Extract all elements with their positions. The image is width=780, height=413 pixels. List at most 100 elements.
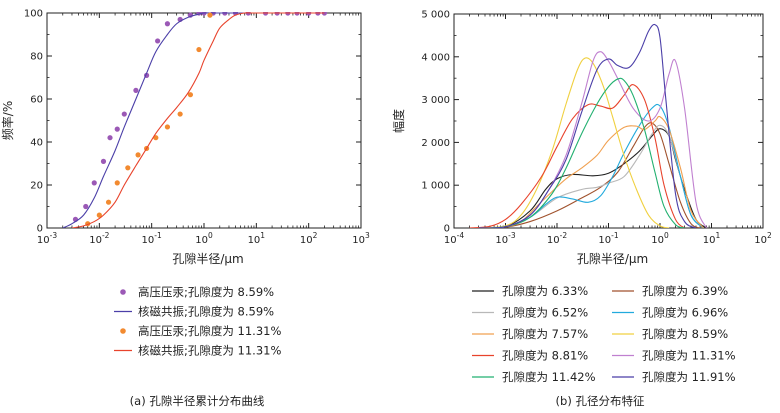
y-tick-label: 80 xyxy=(30,52,43,63)
plot-frame xyxy=(46,12,362,229)
series-line-a-series-3 xyxy=(71,12,325,228)
x-tick-label: 100 xyxy=(651,231,669,246)
legend-item: 孔隙度为 7.57% xyxy=(472,327,588,341)
legend: 高压压汞;孔隙度为 8.59% 核磁共振;孔隙度为 8.59% 高压压汞;孔隙度为 … xyxy=(114,285,281,358)
y-tick-label: 0 xyxy=(37,224,43,235)
x-tick-label: 102 xyxy=(300,231,318,246)
x-tick-label: 101 xyxy=(248,231,266,246)
legend-label: 核磁共振;孔隙度为 8.59% xyxy=(138,305,274,319)
y-axis-title: 幅度 xyxy=(391,109,406,133)
legend-item: 孔隙度为 11.31% xyxy=(612,349,736,363)
data-point xyxy=(125,165,131,171)
data-point xyxy=(164,21,171,27)
legend-item: 高压压汞;孔隙度为 8.59% xyxy=(120,285,274,299)
legend-item: 孔隙度为 8.59% xyxy=(612,327,728,341)
legend-item: 高压压汞;孔隙度为 11.31% xyxy=(120,324,281,338)
data-point xyxy=(133,87,139,93)
legend-item: 孔隙度为 6.39% xyxy=(612,284,728,298)
series-line-b-series-4 xyxy=(478,115,704,228)
data-point xyxy=(96,212,102,218)
y-tick-label: 20 xyxy=(30,181,43,192)
data-point xyxy=(114,180,120,186)
legend-label: 高压压汞;孔隙度为 11.31% xyxy=(138,324,281,338)
data-point xyxy=(105,199,112,205)
legend-item: 核磁共振;孔隙度为 8.59% xyxy=(114,305,274,319)
y-tick-label: 1 000 xyxy=(421,181,450,192)
y-axis-title: 频率/% xyxy=(0,101,15,140)
plot-area xyxy=(469,23,708,228)
data-point xyxy=(114,126,120,132)
scatter-series-a-series-0 xyxy=(72,12,328,222)
x-tick-label: 10-4 xyxy=(444,231,464,246)
x-tick-label: 10-2 xyxy=(547,231,567,246)
scatter-series-a-series-2 xyxy=(85,12,213,227)
x-tick-label: 10-1 xyxy=(142,231,162,246)
y-tick-label: 2 000 xyxy=(421,138,450,149)
data-point xyxy=(121,111,127,117)
y-tick-label: 5 000 xyxy=(421,10,450,21)
figure-caption: (b) 孔径分布特征 xyxy=(556,394,645,408)
series-line-b-series-6 xyxy=(469,84,685,228)
legend-item: 孔隙度为 6.96% xyxy=(612,306,728,320)
y-tick-label: 60 xyxy=(30,95,43,106)
x-tick-label: 101 xyxy=(703,231,721,246)
x-axis-title: 孔隙半径/μm xyxy=(577,252,648,266)
series-line-a-series-1 xyxy=(62,12,325,228)
series-line-b-series-9 xyxy=(478,23,697,228)
data-point xyxy=(187,92,194,98)
chart-panel-a: 10-3 10-2 10-1 100 101 102 103 0 20 40 60 80 100 孔隙半径… xyxy=(0,9,370,409)
data-point xyxy=(83,203,89,210)
legend: 孔隙度为 6.33% 孔隙度为 6.39% 孔隙度为 6.52% 孔隙度为 6.96%… xyxy=(472,284,736,384)
data-point xyxy=(135,152,141,158)
data-point xyxy=(153,135,159,141)
legend-marker xyxy=(120,289,126,295)
series-line-b-series-8 xyxy=(478,77,685,228)
legend-label: 孔隙度为 11.31% xyxy=(642,349,736,363)
series-line-b-series-5 xyxy=(478,57,670,228)
legend-label: 孔隙度为 8.81% xyxy=(502,349,588,363)
data-point xyxy=(155,38,161,44)
legend-label: 孔隙度为 6.52% xyxy=(502,306,588,320)
legend-item: 孔隙度为 11.42% xyxy=(472,370,596,384)
chart-panel-b: 10-4 10-3 10-2 10-1 100 101 102 0 1 000 2 000 3 00… xyxy=(391,10,772,409)
legend-label: 孔隙度为 6.96% xyxy=(642,306,728,320)
y-tick-label: 0 xyxy=(444,224,450,235)
legend-label: 高压压汞;孔隙度为 8.59% xyxy=(138,285,274,299)
data-point xyxy=(91,180,97,186)
series-line-b-series-1 xyxy=(478,122,701,228)
data-point xyxy=(196,46,202,53)
data-point xyxy=(107,135,113,141)
x-tick-label: 102 xyxy=(754,231,772,246)
x-tick-label: 10-2 xyxy=(89,231,109,246)
y-tick-label: 3 000 xyxy=(421,95,450,106)
legend-label: 孔隙度为 8.59% xyxy=(642,327,728,341)
legend-item: 孔隙度为 11.91% xyxy=(612,370,736,384)
legend-label: 孔隙度为 6.33% xyxy=(502,284,588,298)
x-axis-title: 孔隙半径/μm xyxy=(172,252,243,266)
x-tick-label: 10-3 xyxy=(495,231,515,246)
legend-item: 孔隙度为 8.81% xyxy=(472,349,588,363)
legend-label: 孔隙度为 7.57% xyxy=(502,327,588,341)
legend-item: 孔隙度为 6.33% xyxy=(472,284,588,298)
legend-label: 孔隙度为 11.91% xyxy=(642,370,736,384)
x-tick-label: 100 xyxy=(195,231,213,246)
x-tick-label: 10-3 xyxy=(37,231,57,246)
data-point xyxy=(164,124,171,130)
plot-frame xyxy=(453,13,764,229)
legend-label: 核磁共振;孔隙度为 11.31% xyxy=(138,344,281,358)
legend-label: 孔隙度为 6.39% xyxy=(642,284,728,298)
legend-marker xyxy=(120,328,126,334)
legend-label: 孔隙度为 11.42% xyxy=(502,370,596,384)
x-tick-label: 103 xyxy=(352,231,370,246)
data-point xyxy=(177,111,183,117)
x-tick-label: 10-1 xyxy=(598,231,618,246)
legend-item: 核磁共振;孔隙度为 11.31% xyxy=(114,344,281,358)
figure-caption: (a) 孔隙半径累计分布曲线 xyxy=(130,394,265,408)
y-tick-label: 40 xyxy=(30,138,43,149)
plot-area xyxy=(62,12,328,228)
data-point xyxy=(207,12,213,18)
y-tick-label: 4 000 xyxy=(421,52,450,63)
legend-item: 孔隙度为 6.52% xyxy=(472,306,588,320)
data-point xyxy=(100,158,107,164)
